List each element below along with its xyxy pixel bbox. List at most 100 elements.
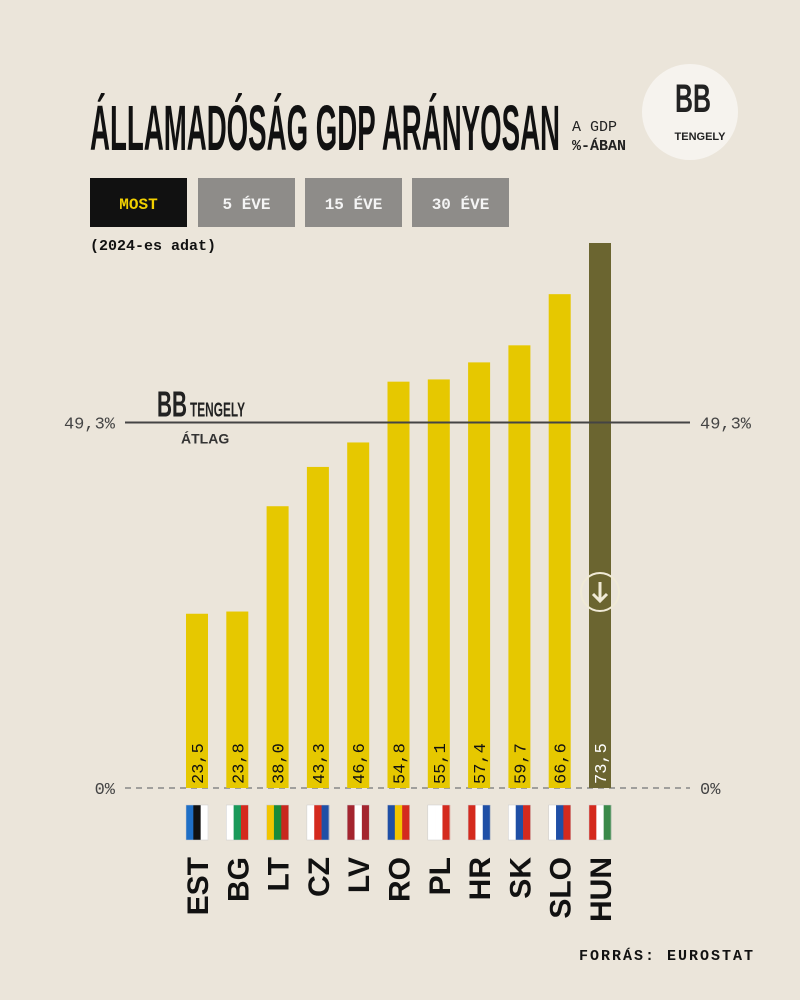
tab[interactable]: MOST — [90, 178, 187, 227]
flag-stripe — [233, 805, 242, 840]
flag-stripe — [475, 805, 484, 840]
value-label: 55,1 — [432, 743, 451, 784]
y-tick-label: 0% — [700, 781, 721, 800]
tab-label[interactable]: 5 ÉVE — [222, 195, 270, 214]
x-tick-label: PL — [424, 857, 457, 895]
logo-mark: BB — [675, 77, 711, 121]
value-label: 66,6 — [553, 743, 572, 784]
value-label: 23,8 — [230, 743, 249, 784]
flag-stripe — [193, 805, 201, 840]
x-tick-label: SK — [504, 857, 537, 899]
unit-line: A GDP — [572, 119, 617, 136]
x-tick-label: LT — [263, 857, 296, 891]
flag-stripe — [387, 805, 396, 840]
tabs: MOST 5 ÉVE 15 ÉVE 30 ÉVE — [90, 178, 509, 227]
flag-border — [548, 804, 571, 841]
chart: 0% 0% 23,5 EST 23,8 BG 38,0 LT 43,3 CZ 46,6 LV 54,8 R… — [64, 243, 752, 922]
bar — [387, 381, 410, 788]
bar — [306, 466, 329, 788]
note: (2024-es adat) — [90, 238, 216, 255]
value-label: 46,6 — [351, 743, 370, 784]
bar — [468, 362, 491, 788]
flag-stripe — [186, 805, 194, 840]
value-label: 38,0 — [271, 743, 290, 784]
flag-stripe — [314, 805, 322, 840]
flag-stripe — [306, 805, 315, 840]
x-tick-label: HUN — [585, 857, 618, 922]
down-arrow-badge — [580, 572, 620, 612]
flag-stripe — [321, 805, 330, 840]
value-label: 57,4 — [472, 743, 491, 784]
x-tick-label: HR — [464, 857, 497, 901]
flag-stripe — [354, 805, 363, 840]
value-label: 54,8 — [392, 743, 411, 784]
flag-stripe — [508, 805, 517, 840]
x-tick-label: CZ — [303, 857, 336, 897]
flag-stripe — [361, 805, 370, 840]
bar — [508, 345, 531, 788]
flag-stripe — [523, 805, 531, 840]
bar — [589, 243, 611, 788]
flag-stripe — [589, 805, 597, 840]
flag-border — [427, 804, 451, 841]
tab-label[interactable]: MOST — [119, 196, 158, 214]
x-tick-label: RO — [384, 857, 417, 902]
flag-border — [467, 804, 491, 841]
flag-stripe — [402, 805, 410, 840]
flag-border — [185, 804, 209, 841]
tab[interactable]: 30 ÉVE — [412, 178, 509, 227]
bar — [186, 613, 208, 788]
x-tick-label: BG — [222, 857, 255, 902]
flag-stripe — [515, 805, 524, 840]
bar — [226, 611, 249, 788]
logo-badge — [642, 64, 738, 160]
down-arrow — [591, 582, 609, 604]
bar — [427, 379, 450, 788]
source: FORRÁS: EUROSTAT — [579, 947, 755, 965]
flag-border — [266, 804, 289, 841]
tab[interactable]: 15 ÉVE — [305, 178, 402, 227]
flag-stripe — [548, 805, 557, 840]
bar — [347, 442, 370, 788]
tab-button[interactable] — [198, 178, 295, 227]
flag-stripe — [240, 805, 249, 840]
average-label: 49,3% — [64, 415, 116, 434]
flag-border — [306, 804, 330, 841]
tab-button[interactable] — [305, 178, 402, 227]
tab[interactable]: 5 ÉVE — [198, 178, 295, 227]
flag-stripe — [394, 805, 403, 840]
flag-stripe — [482, 805, 491, 840]
tab-label[interactable]: 15 ÉVE — [325, 195, 383, 214]
flag-stripe — [442, 805, 451, 840]
flag-stripe — [281, 805, 289, 840]
flag-stripe — [273, 805, 282, 840]
tab-button[interactable] — [90, 178, 187, 227]
flag-stripe — [200, 805, 209, 840]
flag-stripe — [347, 805, 355, 840]
logo-word: TENGELY — [190, 399, 245, 421]
flag-stripe — [563, 805, 571, 840]
logo-mark: BB — [157, 383, 187, 424]
flag-border — [588, 804, 612, 841]
flag-stripe — [603, 805, 612, 840]
x-tick-label: LV — [343, 857, 376, 893]
flag-stripe — [435, 805, 443, 840]
tab-label[interactable]: 30 ÉVE — [432, 195, 490, 214]
value-label: 43,3 — [311, 743, 330, 784]
bar — [548, 294, 571, 788]
value-label: 59,7 — [512, 743, 531, 784]
tab-button[interactable] — [412, 178, 509, 227]
flag-border — [508, 804, 531, 841]
logo-word: TENGELY — [675, 131, 727, 143]
average-label: 49,3% — [700, 415, 752, 434]
flag-stripe — [427, 805, 436, 840]
flag-stripe — [226, 805, 234, 840]
average-caption: ÁTLAG — [181, 430, 229, 446]
flag-border — [387, 804, 410, 841]
x-tick-label: SLO — [545, 857, 578, 919]
title: ÁLLAMADÓSÁG GDP ARÁNYOSAN — [90, 92, 560, 164]
flag-stripe — [266, 805, 275, 840]
value-label: 73,5 — [593, 743, 612, 784]
y-tick-label: 0% — [95, 781, 116, 800]
